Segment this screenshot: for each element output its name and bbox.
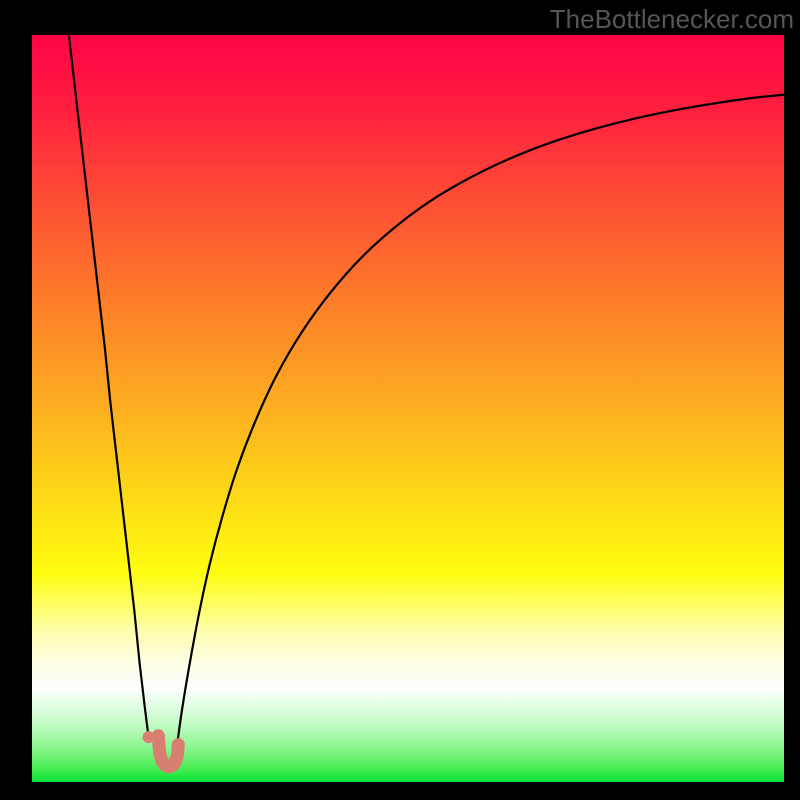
- chart-frame: [0, 0, 800, 800]
- gradient-background: [32, 35, 784, 782]
- plot-area: [32, 35, 784, 782]
- watermark-text: TheBottlenecker.com: [550, 4, 794, 35]
- bottleneck-chart: [32, 35, 784, 782]
- marker-dot: [143, 731, 155, 743]
